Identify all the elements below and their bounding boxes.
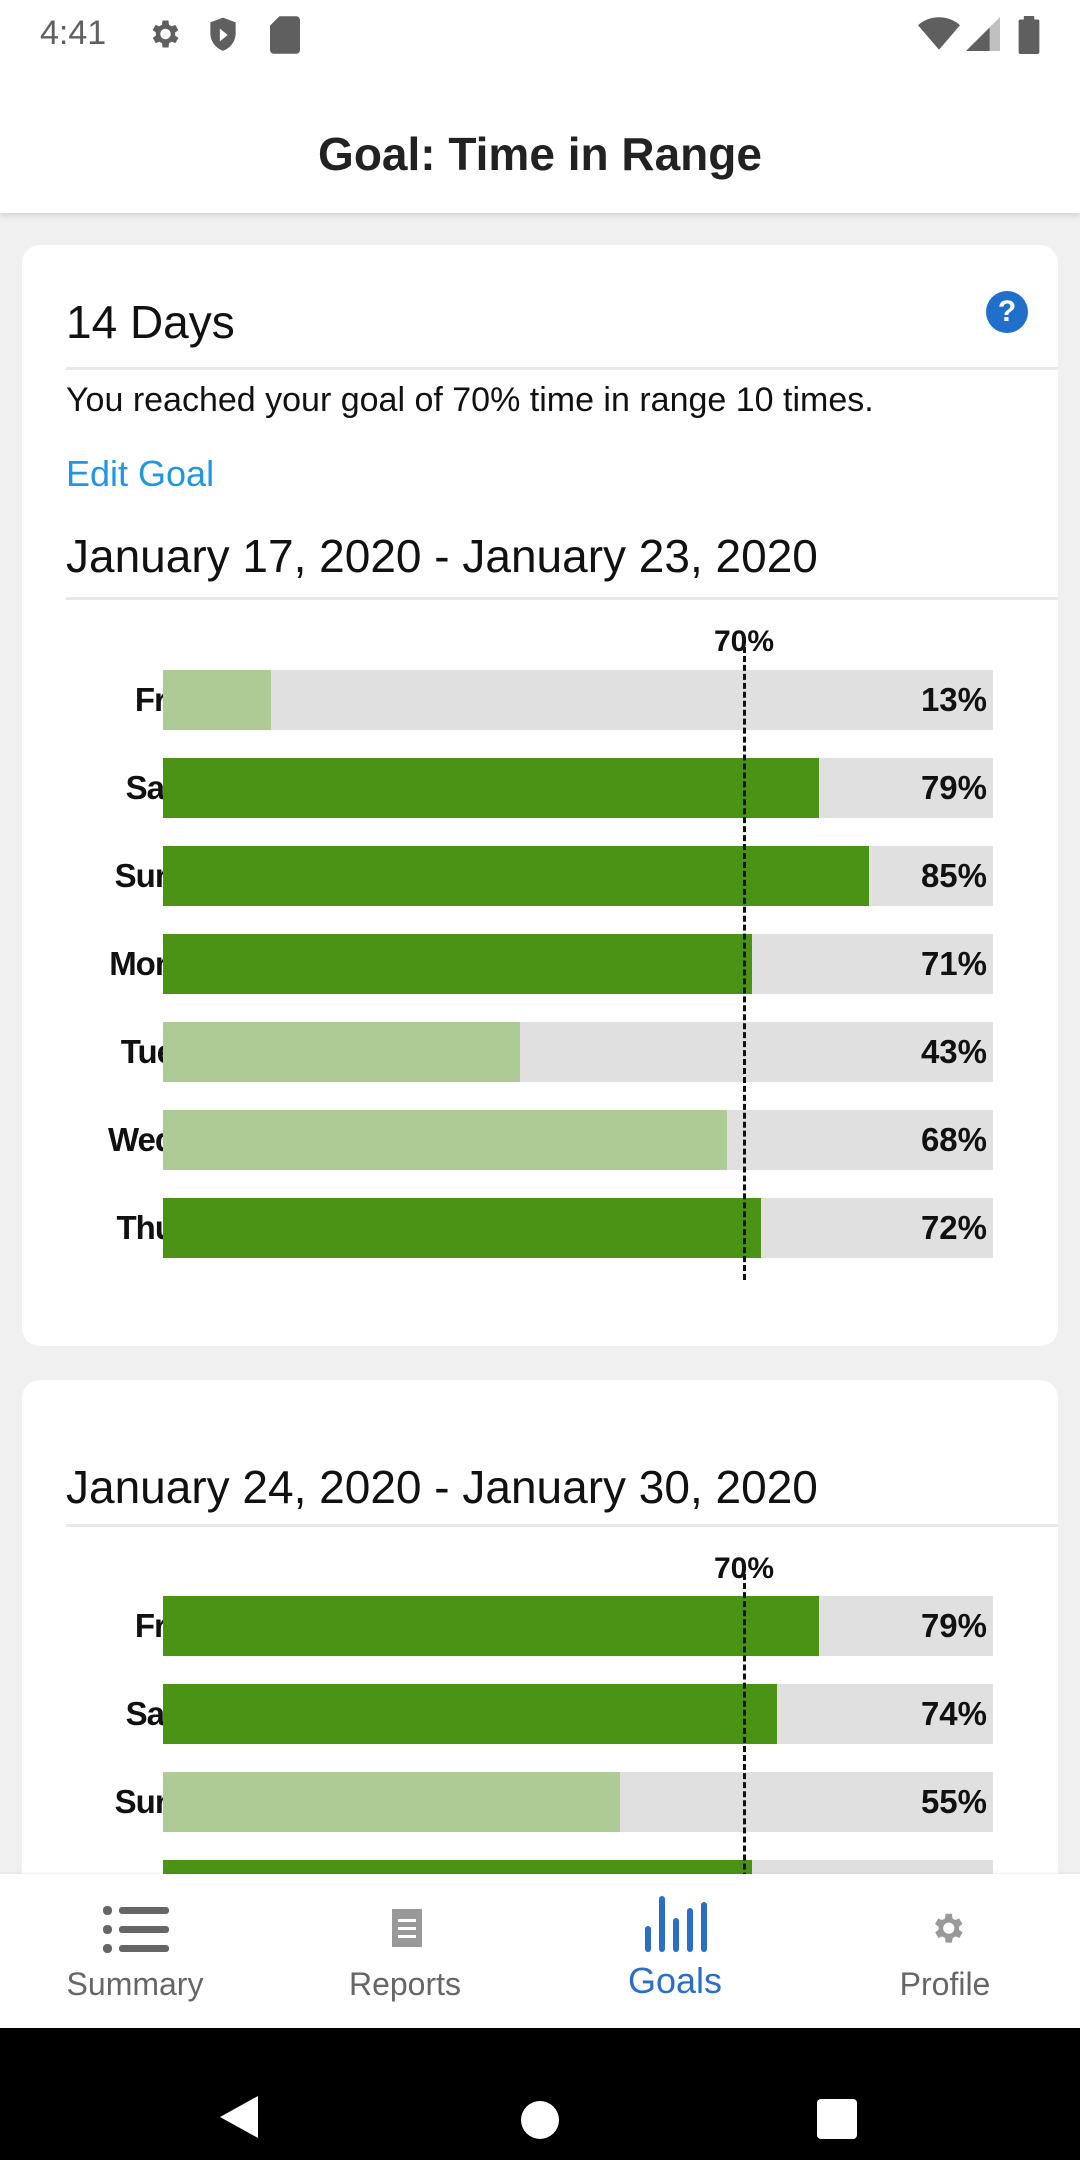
bar-track bbox=[163, 1772, 993, 1832]
document-icon bbox=[392, 1909, 422, 1947]
goal-line bbox=[743, 647, 746, 1280]
bar-row: Sun 55% bbox=[22, 1772, 1058, 1832]
bar-fill bbox=[163, 1684, 778, 1744]
signal-icon bbox=[966, 17, 1000, 51]
bar-track bbox=[163, 1022, 993, 1082]
gear-icon bbox=[152, 20, 179, 48]
goal-line bbox=[743, 1574, 746, 1942]
bar-track bbox=[163, 1596, 993, 1656]
tab-label: Profile bbox=[899, 1966, 991, 2002]
home-icon[interactable] bbox=[520, 2100, 560, 2140]
goal-message: You reached your goal of 70% time in ran… bbox=[66, 381, 874, 419]
status-bar: 4:41 bbox=[0, 0, 1080, 76]
bar-row: Fri 13% bbox=[22, 670, 1058, 730]
back-icon[interactable] bbox=[218, 2094, 260, 2140]
battery-icon bbox=[1018, 16, 1040, 54]
gear-icon bbox=[935, 1913, 963, 1943]
edit-goal-link[interactable]: Edit Goal bbox=[66, 453, 215, 494]
divider bbox=[66, 1524, 1058, 1527]
bar-fill bbox=[163, 1596, 819, 1656]
bar-track bbox=[163, 1684, 993, 1744]
tab-label: Reports bbox=[348, 1966, 462, 2002]
tab-goals[interactable]: Goals bbox=[540, 1874, 810, 2028]
bar-value-label: 68% bbox=[920, 1121, 987, 1158]
bar-value-label: 55% bbox=[920, 1783, 987, 1820]
bar-row: Mon 71% bbox=[22, 934, 1058, 994]
bar-value-label: 79% bbox=[920, 769, 987, 806]
tab-label: Goals bbox=[627, 1960, 723, 2001]
bottom-navigation: Summary Reports Goals Profile bbox=[0, 1874, 1080, 2028]
bar-fill bbox=[163, 1022, 520, 1082]
bar-fill bbox=[163, 758, 819, 818]
question-circle-icon[interactable]: ? bbox=[986, 291, 1028, 333]
bar-track bbox=[163, 1110, 993, 1170]
bar-track bbox=[163, 670, 993, 730]
wifi-icon bbox=[918, 17, 960, 50]
list-icon bbox=[103, 1906, 169, 1953]
bar-track bbox=[163, 846, 993, 906]
recents-icon[interactable] bbox=[816, 2098, 858, 2140]
bar-row: Sat 79% bbox=[22, 758, 1058, 818]
shield-play-icon bbox=[210, 17, 236, 51]
app-header: Goal: Time in Range bbox=[0, 76, 1080, 213]
bar-row: Wed 68% bbox=[22, 1110, 1058, 1170]
bar-row: Tue 43% bbox=[22, 1022, 1058, 1082]
bar-value-label: 43% bbox=[920, 1033, 987, 1070]
bar-fill bbox=[163, 1198, 761, 1258]
bar-chart-icon bbox=[645, 1896, 707, 1952]
bar-value-label: 74% bbox=[920, 1695, 987, 1732]
divider bbox=[66, 367, 1058, 370]
bar-value-label: 72% bbox=[920, 1209, 987, 1246]
sd-card-icon bbox=[270, 16, 300, 54]
bar-value-label: 85% bbox=[920, 857, 987, 894]
week-range-title: January 24, 2020 - January 30, 2020 bbox=[66, 1461, 818, 1513]
bar-fill bbox=[163, 934, 753, 994]
bar-fill bbox=[163, 670, 271, 730]
divider bbox=[66, 597, 1058, 600]
page-title: Goal: Time in Range bbox=[318, 128, 762, 180]
bar-row: Sat 74% bbox=[22, 1684, 1058, 1744]
period-title: 14 Days bbox=[66, 296, 235, 348]
week-range-title: January 17, 2020 - January 23, 2020 bbox=[66, 530, 818, 582]
bar-track bbox=[163, 1198, 993, 1258]
bar-fill bbox=[163, 1772, 620, 1832]
bar-value-label: 71% bbox=[920, 945, 987, 982]
system-navigation-bar bbox=[0, 2028, 1080, 2160]
tab-profile[interactable]: Profile bbox=[810, 1874, 1080, 2028]
bar-value-label: 13% bbox=[920, 681, 987, 718]
bar-track bbox=[163, 758, 993, 818]
goal-summary-card: 14 Days ? You reached your goal of 70% t… bbox=[22, 245, 1058, 1346]
status-time: 4:41 bbox=[40, 14, 107, 52]
bar-fill bbox=[163, 846, 869, 906]
tab-label: Summary bbox=[66, 1966, 204, 2002]
bar-value-label: 79% bbox=[920, 1607, 987, 1644]
bar-row: Fri 79% bbox=[22, 1596, 1058, 1656]
tab-summary[interactable]: Summary bbox=[0, 1874, 270, 2028]
bar-row: Thu 72% bbox=[22, 1198, 1058, 1258]
tab-reports[interactable]: Reports bbox=[270, 1874, 540, 2028]
bar-fill bbox=[163, 1110, 728, 1170]
bar-row: Sun 85% bbox=[22, 846, 1058, 906]
bar-track bbox=[163, 934, 993, 994]
